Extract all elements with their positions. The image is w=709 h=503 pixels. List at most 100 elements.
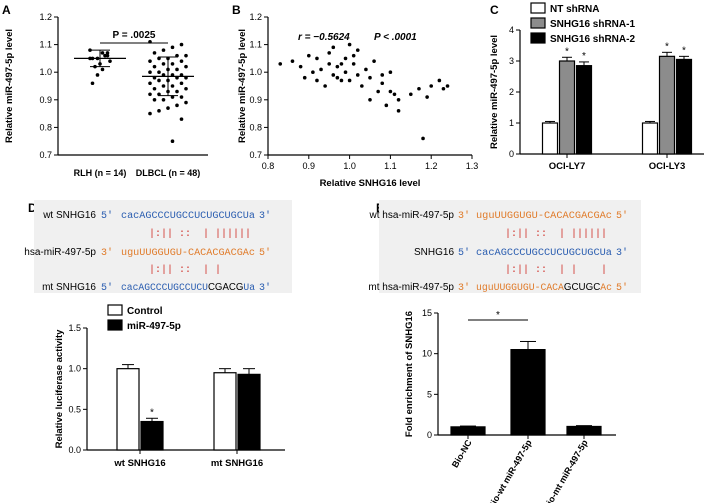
- x-tick-label: 1.2: [425, 161, 438, 171]
- data-point: [368, 98, 372, 102]
- y-tick-label: 5: [427, 389, 432, 399]
- data-point: [384, 103, 389, 108]
- data-point: [152, 64, 157, 69]
- data-point: [179, 117, 184, 121]
- seq-d-row2-p5: 3': [101, 247, 113, 259]
- data-point: [445, 84, 450, 88]
- data-point: [278, 62, 283, 66]
- data-point: [170, 139, 175, 143]
- y-tick-label: 2: [509, 87, 514, 97]
- panel-e-sequences: wt hsa-miR-497-5p 3' uguUUGGUGU-CACACGAC…: [368, 200, 641, 294]
- y-tick-label: 0.8: [249, 122, 262, 132]
- data-point: [409, 92, 413, 97]
- seq-e-row3-seq-a: uguUUGGUGU-CACA: [476, 283, 564, 294]
- bar: [675, 58, 693, 155]
- data-point: [148, 92, 152, 97]
- bar: [575, 65, 593, 155]
- panel-a-chart: 0.7 0.8 0.9 1.0 1.1 1.2 Relative miR-497-5p le…: [4, 12, 208, 178]
- bar: [641, 122, 659, 155]
- legend-swatch: [530, 17, 546, 29]
- correlation-r-label: r = −0.5624: [298, 32, 350, 43]
- y-tick-label: 0.9: [39, 95, 52, 105]
- data-point: [396, 98, 401, 102]
- seq-e-pair2: |:|| :: | | |: [505, 264, 607, 276]
- significance-star: *: [682, 45, 686, 56]
- seq-e-row1-label: wt hsa-miR-497-5p: [369, 210, 455, 221]
- seq-d-row1-p5: 5': [101, 210, 113, 222]
- data-point: [105, 53, 110, 58]
- bar: [213, 372, 237, 451]
- data-point: [343, 56, 348, 61]
- seq-e-row1-p3: 5': [616, 210, 628, 222]
- data-point: [421, 136, 425, 141]
- y-axis-label: Relative miR-497-5p level: [237, 29, 248, 143]
- bar: [541, 122, 559, 155]
- bar: [450, 426, 486, 436]
- data-point: [179, 95, 184, 99]
- data-point: [148, 59, 152, 63]
- legend-label: Control: [127, 306, 163, 317]
- data-point: [441, 86, 446, 91]
- legend-label: miR-497-5p: [127, 321, 181, 332]
- seq-d-row1-seq: cacAGCCCUGCCUCUGCUGCUa: [121, 211, 255, 222]
- data-point: [388, 70, 393, 74]
- seq-d-row1-label: wt SNHG16: [42, 210, 96, 221]
- y-tick-label: 1.0: [39, 67, 52, 77]
- data-point: [157, 109, 161, 113]
- x-category-label: Bio-wt miR-497-5p: [486, 438, 534, 503]
- y-tick-label: 0.9: [249, 95, 262, 105]
- data-point: [184, 86, 188, 91]
- data-point: [331, 73, 336, 77]
- panel-d-sequences: wt SNHG16 5' cacAGCCCUGCCUCUGCUGCUa 3' |…: [24, 200, 292, 294]
- y-tick-label: 0: [427, 430, 432, 440]
- y-tick-label: 1.1: [39, 40, 52, 50]
- seq-e-row2-label: SNHG16: [414, 247, 454, 258]
- x-category-label: OCI-LY3: [649, 161, 686, 172]
- data-point: [161, 62, 166, 66]
- data-point: [315, 56, 319, 61]
- bar: [237, 373, 261, 451]
- data-point: [179, 42, 184, 47]
- seq-e-row1-seq: uguUUGGUGU-CACACGACGAc: [476, 211, 612, 222]
- bar: [566, 425, 602, 436]
- data-point: [100, 67, 105, 72]
- x-category-label: RLH (n = 14): [74, 168, 127, 178]
- sequence-box-d: [34, 200, 292, 293]
- data-point: [307, 53, 311, 58]
- data-point: [184, 53, 188, 58]
- y-tick-label: 15: [422, 308, 432, 318]
- data-point: [95, 73, 100, 77]
- y-tick-label: 1.5: [68, 323, 81, 333]
- data-point: [392, 92, 397, 97]
- y-tick-label: 1.0: [68, 364, 81, 374]
- data-point: [319, 67, 323, 72]
- data-point: [437, 78, 442, 83]
- legend-swatch: [107, 304, 123, 316]
- data-point: [396, 109, 401, 113]
- y-tick-label: 0.5: [68, 404, 81, 414]
- x-category-label: DLBCL (n = 48): [136, 168, 201, 178]
- data-point: [347, 78, 352, 83]
- data-point: [157, 78, 161, 83]
- data-point: [152, 86, 157, 91]
- panel-c-chart: 0 1 2 3 4 Relative miR-497-5p level * * * * OCI-LY…: [489, 2, 704, 172]
- data-point: [302, 75, 307, 80]
- seq-d-row3-label: mt SNHG16: [42, 282, 96, 293]
- data-point: [161, 48, 166, 52]
- seq-d-pair2: |:|| :: | |: [149, 264, 221, 276]
- seq-d-row2-label: hsa-miR-497-5p: [24, 247, 96, 258]
- data-point: [425, 95, 429, 99]
- y-axis-label: Fold enrichment of SNHG16: [404, 311, 415, 437]
- seq-d-row3-seq: cacAGCCCUGCCUCUCGACGUa: [121, 282, 255, 294]
- data-point: [184, 64, 188, 69]
- data-point: [152, 51, 157, 55]
- data-point: [175, 89, 179, 94]
- data-point: [175, 67, 179, 72]
- data-point: [323, 84, 327, 88]
- data-point: [335, 64, 340, 69]
- data-point: [148, 81, 152, 86]
- data-point: [290, 59, 295, 63]
- data-point: [311, 70, 315, 74]
